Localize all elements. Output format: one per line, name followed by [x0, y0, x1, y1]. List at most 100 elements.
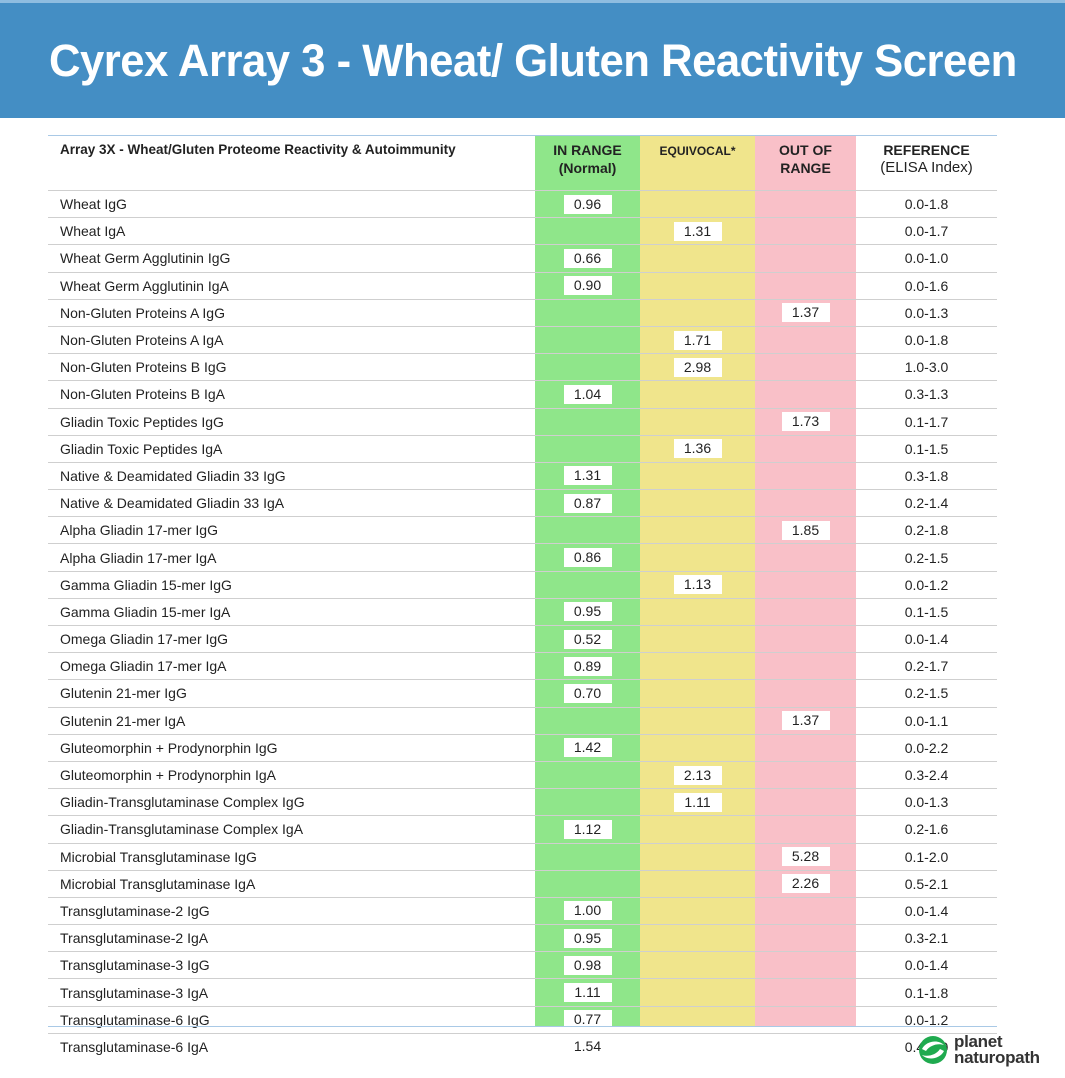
out-of-range-cell: 1.37	[755, 706, 856, 735]
equivocal-cell: 1.11	[640, 788, 755, 816]
in-range-cell: 0.89	[535, 652, 640, 680]
test-name: Transglutaminase-3 IgA	[48, 978, 535, 1007]
equivocal-cell	[640, 652, 755, 680]
test-name: Native & Deamidated Gliadin 33 IgG	[48, 461, 535, 490]
equivocal-cell	[640, 733, 755, 762]
equivocal-cell: 1.71	[640, 325, 755, 354]
planet-naturopath-logo: planet naturopath	[918, 1033, 1040, 1067]
equivocal-cell	[640, 951, 755, 979]
test-name: Alpha Gliadin 17-mer IgA	[48, 543, 535, 572]
table-row: Microbial Transglutaminase IgA 2.26 0.5-2.…	[48, 869, 997, 898]
table-row: Transglutaminase-3 IgA 1.11 0.1-1.8	[48, 978, 997, 1007]
equivocal-cell	[640, 244, 755, 273]
test-name: Gamma Gliadin 15-mer IgG	[48, 570, 535, 599]
in-range-cell: 1.04	[535, 380, 640, 408]
reference-range: 0.0-1.1	[856, 706, 997, 735]
table-row: Gamma Gliadin 15-mer IgG 1.13 0.0-1.2	[48, 570, 997, 599]
reference-range: 0.1-1.5	[856, 597, 997, 626]
equivocal-cell-value: 1.13	[673, 575, 722, 595]
reference-range: 0.1-2.0	[856, 842, 997, 871]
test-name: Transglutaminase-6 IgG	[48, 1005, 535, 1034]
table-row: Gamma Gliadin 15-mer IgA 0.95 0.1-1.5	[48, 597, 997, 626]
in-range-cell-value: 1.04	[563, 384, 612, 404]
in-range-cell: 1.00	[535, 896, 640, 925]
table-row: Transglutaminase-2 IgG 1.00 0.0-1.4	[48, 896, 997, 925]
equivocal-cell-value: 1.11	[673, 792, 722, 812]
table-row: Non-Gluten Proteins B IgG 2.98 1.0-3.0	[48, 353, 997, 381]
reference-range: 0.0-1.3	[856, 298, 997, 327]
out-of-range-cell	[755, 1032, 856, 1060]
test-name: Wheat Germ Agglutinin IgA	[48, 271, 535, 300]
in-range-cell-value: 0.77	[563, 1010, 612, 1030]
table-row: Wheat IgG 0.96 0.0-1.8	[48, 189, 997, 218]
planet-naturopath-leaf-icon	[919, 1036, 947, 1064]
header-ref-line1: REFERENCE	[883, 142, 970, 158]
reference-range: 0.3-2.1	[856, 924, 997, 952]
out-of-range-cell	[755, 951, 856, 979]
equivocal-cell-value: 1.71	[673, 330, 722, 350]
reference-range: 0.0-1.2	[856, 570, 997, 599]
table-row: Wheat Germ Agglutinin IgG 0.66 0.0-1.0	[48, 244, 997, 273]
out-of-range-cell-value: 1.85	[781, 520, 830, 540]
in-range-cell-value: 0.90	[563, 276, 612, 296]
in-range-cell: 0.95	[535, 597, 640, 626]
in-range-cell	[535, 570, 640, 599]
test-name: Gliadin Toxic Peptides IgG	[48, 407, 535, 436]
page-title: Cyrex Array 3 - Wheat/ Gluten Reactivity…	[48, 34, 1017, 86]
table-row: Non-Gluten Proteins A IgA 1.71 0.0-1.8	[48, 325, 997, 354]
equivocal-cell: 1.31	[640, 217, 755, 245]
equivocal-cell-value: 2.98	[673, 357, 722, 377]
in-range-cell: 0.77	[535, 1005, 640, 1034]
table-row: Non-Gluten Proteins A IgG 1.37 0.0-1.3	[48, 298, 997, 327]
in-range-cell: 1.54	[535, 1032, 640, 1060]
equivocal-cell-value: 2.13	[673, 765, 722, 785]
table-row: Transglutaminase-2 IgA 0.95 0.3-2.1	[48, 924, 997, 952]
equivocal-cell-value: 1.31	[673, 221, 722, 241]
in-range-cell-value: 1.42	[563, 738, 612, 758]
results-table-container: Array 3X - Wheat/Gluten Proteome Reactiv…	[48, 135, 997, 1060]
test-name: Native & Deamidated Gliadin 33 IgA	[48, 489, 535, 517]
out-of-range-cell	[755, 896, 856, 925]
out-of-range-cell-value: 1.37	[781, 303, 830, 323]
title-banner: Cyrex Array 3 - Wheat/ Gluten Reactivity…	[0, 0, 1065, 118]
equivocal-cell	[640, 189, 755, 218]
reference-range: 0.0-1.4	[856, 896, 997, 925]
reference-range: 1.0-3.0	[856, 353, 997, 381]
in-range-cell-value: 0.95	[563, 602, 612, 622]
out-of-range-cell	[755, 1005, 856, 1034]
equivocal-cell	[640, 679, 755, 708]
out-of-range-cell	[755, 679, 856, 708]
in-range-cell-value: 0.86	[563, 548, 612, 568]
test-name: Glutenin 21-mer IgA	[48, 706, 535, 735]
equivocal-cell	[640, 543, 755, 572]
out-of-range-cell: 2.26	[755, 869, 856, 898]
out-of-range-cell	[755, 189, 856, 218]
header-in-range-line1: IN RANGE	[553, 142, 622, 158]
out-of-range-cell	[755, 325, 856, 354]
table-row: Wheat IgA 1.31 0.0-1.7	[48, 217, 997, 245]
reference-range: 0.0-1.3	[856, 788, 997, 816]
out-of-range-cell	[755, 570, 856, 599]
in-range-cell	[535, 842, 640, 871]
table-row: Gliadin-Transglutaminase Complex IgA 1.12…	[48, 815, 997, 843]
results-table: Array 3X - Wheat/Gluten Proteome Reactiv…	[48, 136, 997, 1060]
table-row: Omega Gliadin 17-mer IgA 0.89 0.2-1.7	[48, 652, 997, 680]
test-name: Transglutaminase-3 IgG	[48, 951, 535, 979]
logo-line2: naturopath	[954, 1048, 1040, 1067]
table-row: Gliadin-Transglutaminase Complex IgG 1.11…	[48, 788, 997, 816]
in-range-cell	[535, 516, 640, 544]
equivocal-cell	[640, 597, 755, 626]
out-of-range-cell	[755, 434, 856, 463]
in-range-cell	[535, 407, 640, 436]
out-of-range-cell-value: 2.26	[781, 874, 830, 894]
table-row: Gliadin Toxic Peptides IgA 1.36 0.1-1.5	[48, 434, 997, 463]
reference-range: 0.0-1.0	[856, 244, 997, 273]
equivocal-cell	[640, 298, 755, 327]
in-range-cell	[535, 217, 640, 245]
out-of-range-cell	[755, 380, 856, 408]
table-row: Native & Deamidated Gliadin 33 IgA 0.87 0.…	[48, 489, 997, 517]
table-row: Non-Gluten Proteins B IgA 1.04 0.3-1.3	[48, 380, 997, 408]
reference-range: 0.2-1.8	[856, 516, 997, 544]
out-of-range-cell	[755, 978, 856, 1007]
